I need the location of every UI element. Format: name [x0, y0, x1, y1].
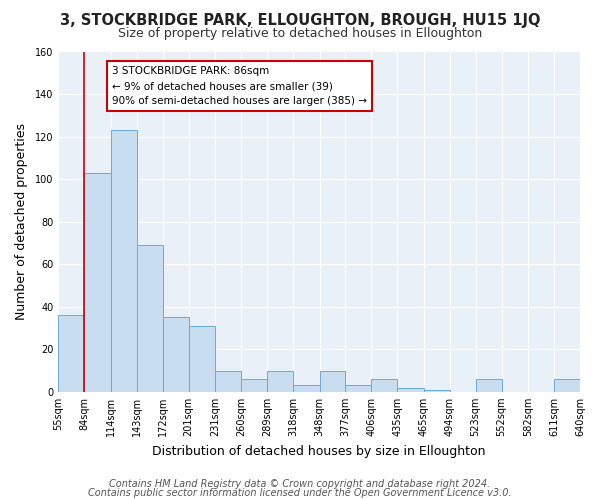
- Bar: [293, 386, 320, 392]
- Bar: [346, 386, 371, 392]
- Bar: [241, 379, 267, 392]
- Text: 3, STOCKBRIDGE PARK, ELLOUGHTON, BROUGH, HU15 1JQ: 3, STOCKBRIDGE PARK, ELLOUGHTON, BROUGH,…: [60, 12, 540, 28]
- Bar: [58, 315, 84, 392]
- Bar: [84, 172, 111, 392]
- Y-axis label: Number of detached properties: Number of detached properties: [15, 123, 28, 320]
- Bar: [188, 326, 215, 392]
- Bar: [320, 370, 346, 392]
- Text: Contains HM Land Registry data © Crown copyright and database right 2024.: Contains HM Land Registry data © Crown c…: [109, 479, 491, 489]
- Text: Contains public sector information licensed under the Open Government Licence v3: Contains public sector information licen…: [88, 488, 512, 498]
- Bar: [476, 379, 502, 392]
- Bar: [397, 388, 424, 392]
- Bar: [267, 370, 293, 392]
- Bar: [554, 379, 580, 392]
- Bar: [163, 318, 188, 392]
- Bar: [111, 130, 137, 392]
- Text: Size of property relative to detached houses in Elloughton: Size of property relative to detached ho…: [118, 28, 482, 40]
- Bar: [137, 245, 163, 392]
- Text: 3 STOCKBRIDGE PARK: 86sqm
← 9% of detached houses are smaller (39)
90% of semi-d: 3 STOCKBRIDGE PARK: 86sqm ← 9% of detach…: [112, 66, 367, 106]
- Bar: [215, 370, 241, 392]
- Bar: [424, 390, 450, 392]
- X-axis label: Distribution of detached houses by size in Elloughton: Distribution of detached houses by size …: [152, 444, 486, 458]
- Bar: [371, 379, 397, 392]
